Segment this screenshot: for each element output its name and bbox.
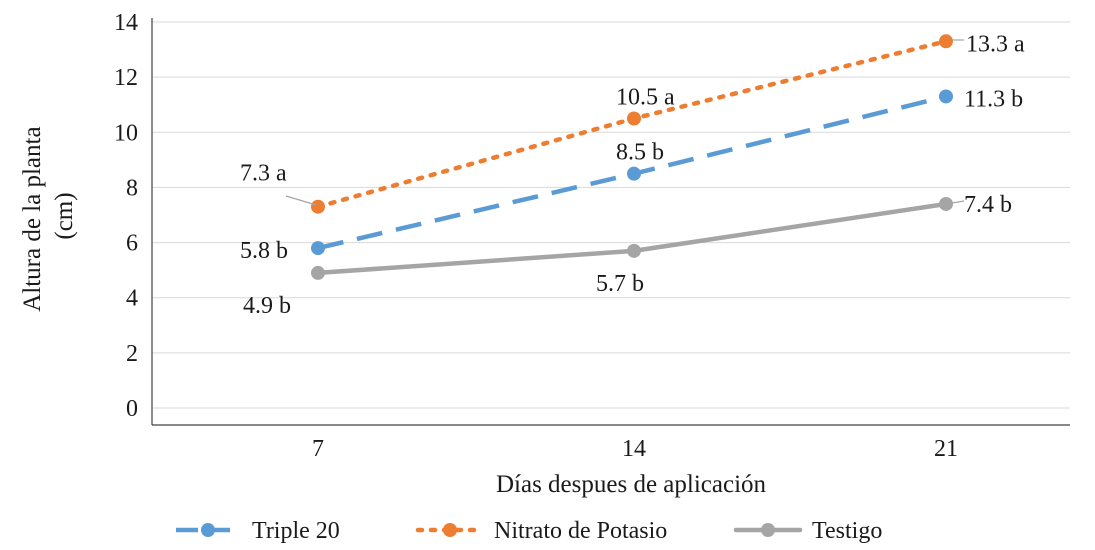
legend-swatch-marker [443, 523, 457, 537]
series-group [311, 34, 953, 280]
data-point [939, 196, 953, 211]
data-label: 5.7 b [596, 271, 644, 297]
data-point [939, 89, 953, 104]
x-tick-labels: 7 14 21 [312, 436, 958, 462]
legend: Triple 20 Nitrato de Potasio Testigo [176, 518, 882, 544]
y-tick-label: 14 [114, 10, 138, 36]
legend-label: Nitrato de Potasio [494, 518, 667, 544]
y-tick-labels: 0 2 4 6 8 10 12 14 [114, 10, 138, 422]
y-tick-label: 10 [114, 120, 138, 146]
y-tick-label: 2 [126, 341, 138, 367]
data-label: 7.3 a [240, 161, 287, 187]
legend-label: Testigo [812, 518, 882, 544]
legend-item: Testigo [733, 518, 882, 544]
data-label: 11.3 b [964, 86, 1023, 112]
data-point [939, 34, 953, 49]
data-point [627, 166, 641, 181]
data-point [311, 199, 325, 214]
y-tick-label: 6 [126, 231, 138, 257]
data-label: 5.8 b [240, 238, 288, 264]
gridlines [152, 21, 1070, 409]
x-tick-label: 7 [312, 436, 324, 462]
series-line [315, 201, 949, 276]
label-leader-line [951, 200, 965, 204]
data-point [311, 241, 325, 256]
data-point [627, 111, 641, 126]
legend-swatch-marker [761, 523, 775, 537]
axes [151, 18, 1070, 426]
y-tick-label: 4 [126, 286, 138, 312]
x-tick-label: 14 [622, 436, 646, 462]
y-axis-title-line-1: Altura de la planta [19, 126, 46, 311]
data-label: 8.5 b [616, 140, 664, 166]
x-tick-label: 21 [934, 436, 958, 462]
legend-swatch-marker [201, 523, 215, 537]
legend-label: Triple 20 [252, 518, 340, 544]
legend-item: Nitrato de Potasio [415, 518, 667, 544]
data-labels: 5.8 b 8.5 b 11.3 b 7.3 a 10.5 a 13.3 a 4.9 b 5.… [240, 31, 1025, 319]
data-label: 10.5 a [616, 85, 675, 111]
data-label: 4.9 b [243, 293, 291, 319]
data-label: 13.3 a [966, 31, 1025, 57]
legend-item: Triple 20 [176, 518, 340, 544]
y-axis-title-line-2: (cm) [51, 192, 78, 239]
y-tick-label: 12 [114, 65, 138, 91]
y-tick-label: 0 [126, 396, 138, 422]
label-leader-line [285, 195, 317, 206]
data-label: 7.4 b [964, 192, 1012, 218]
x-axis-title: Días despues de aplicación [496, 471, 767, 498]
y-tick-label: 8 [126, 175, 138, 201]
y-axis-title: Altura de la planta (cm) [19, 120, 78, 312]
data-point [311, 265, 325, 280]
data-point [627, 243, 641, 258]
